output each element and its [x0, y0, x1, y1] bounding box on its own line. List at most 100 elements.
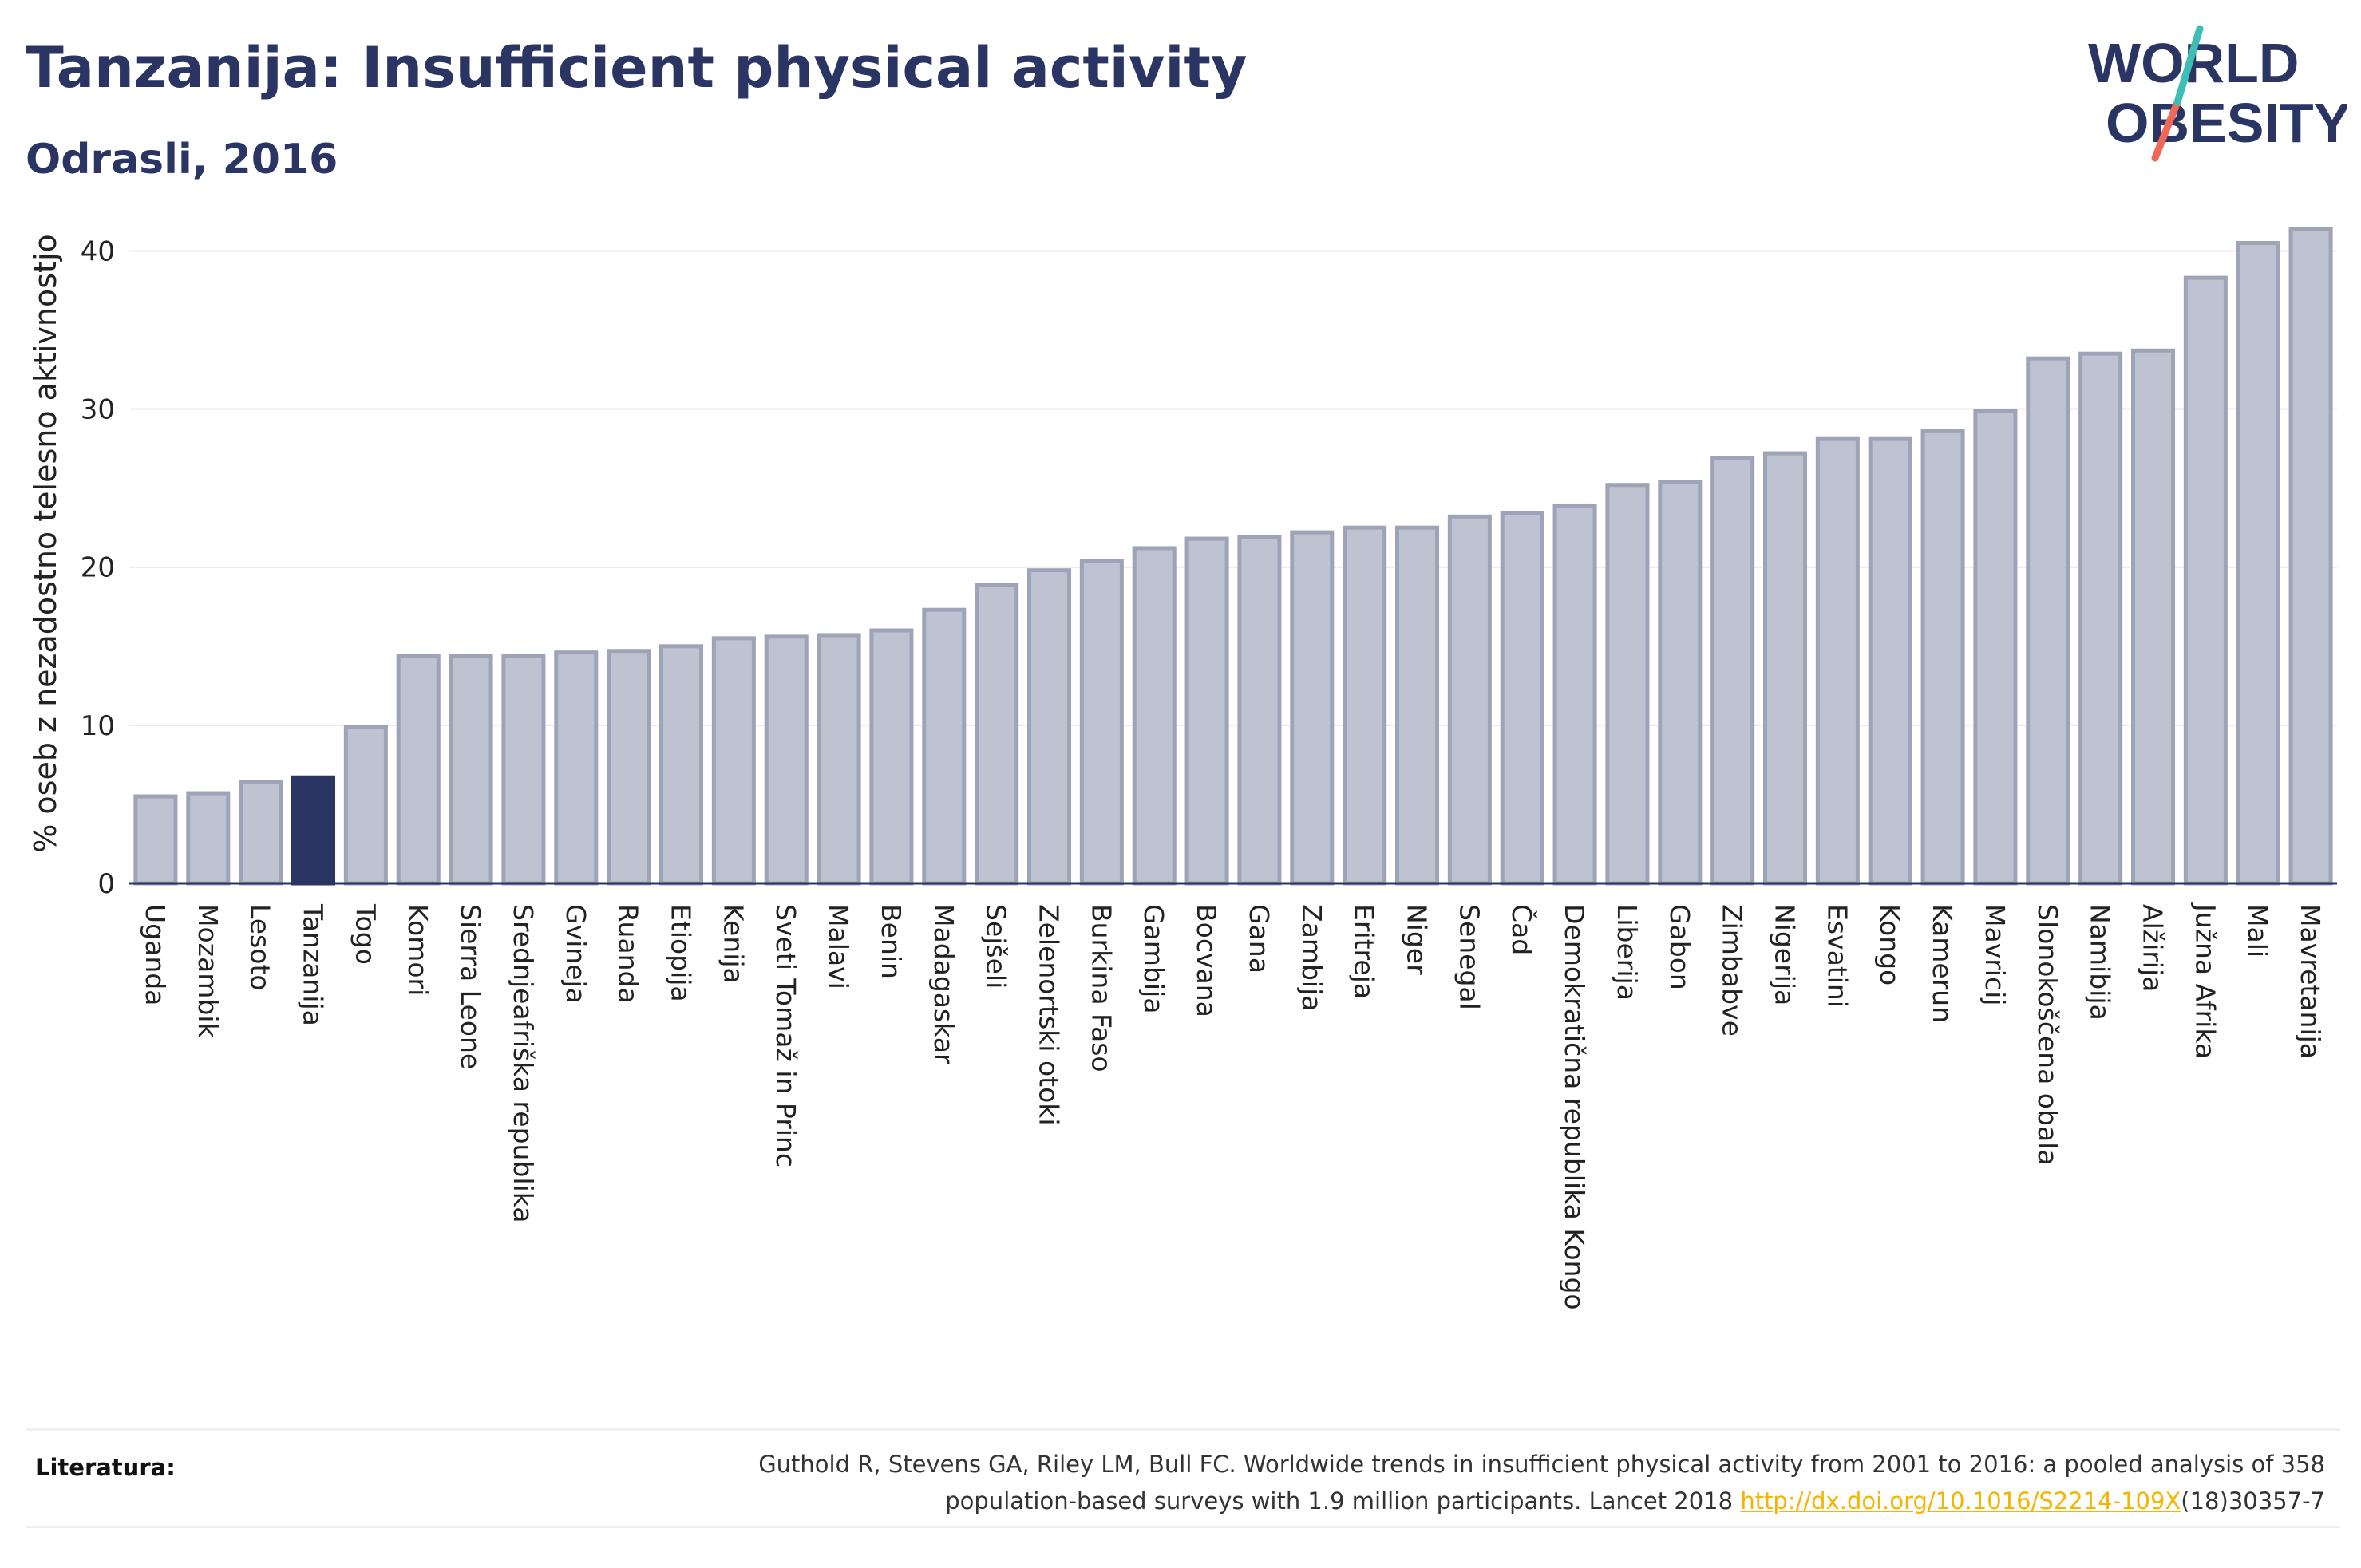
x-tick-label: Kongo	[1874, 904, 1905, 985]
x-axis-labels: Uganda Mozambik Lesoto Tanzanija Togo Komori S…	[140, 902, 2326, 1310]
bar-chart: 0 10 20 30 40 Uganda Mozambik Lesoto Tanzanija T…	[28, 227, 2337, 1310]
x-tick-label: Etiopija	[666, 904, 697, 1002]
y-tick-label: 20	[81, 552, 115, 584]
bar-10	[658, 644, 704, 886]
x-tick-label: Gambija	[1138, 904, 1169, 1013]
x-tick-label: Gvineja	[560, 904, 591, 1004]
x-tick-label: Benin	[876, 904, 907, 979]
y-tick-label: 40	[81, 235, 115, 267]
x-tick-label: Gabon	[1664, 904, 1695, 990]
x-tick-label: Zimbabve	[1717, 904, 1748, 1037]
bar-22	[1290, 530, 1335, 886]
x-tick-label: Namibija	[2085, 904, 2116, 1021]
bar-12	[764, 634, 809, 886]
x-tick-label: Mali	[2242, 904, 2273, 958]
bar-5	[396, 654, 441, 886]
x-tick-label: Lesoto	[245, 904, 276, 991]
citation: Guthold R, Stevens GA, Riley LM, Bull FC…	[489, 1446, 2325, 1519]
x-tick-label: Čad	[1506, 904, 1538, 955]
y-tick-label: 10	[81, 710, 115, 742]
bar-40	[2236, 241, 2280, 886]
footer-divider-bottom	[26, 1526, 2340, 1528]
bar-30	[1710, 456, 1755, 886]
x-tick-label: Mavricij	[1979, 904, 2011, 1005]
chart-subtitle: Odrasli, 2016	[26, 136, 338, 184]
bar-17	[1026, 568, 1072, 886]
x-tick-label: Demokratična republika Kongo	[1559, 904, 1590, 1310]
bar-41	[2288, 227, 2333, 886]
bar-34	[1920, 429, 1965, 886]
bar-28	[1605, 483, 1650, 886]
bars	[133, 227, 2333, 886]
x-tick-label: Malavi	[823, 904, 854, 989]
x-tick-label: Alžirija	[2138, 904, 2169, 992]
logo-line2: OBESITY	[2106, 92, 2347, 154]
bar-37	[2078, 351, 2123, 886]
bar-25	[1447, 514, 1492, 886]
x-tick-label: Tanzanija	[298, 903, 329, 1026]
bar-6	[449, 654, 493, 886]
citation-link[interactable]: http://dx.doi.org/10.1016/S2214-109X	[1740, 1487, 2181, 1515]
bar-29	[1658, 480, 1703, 886]
y-tick-label: 0	[97, 868, 115, 900]
x-tick-label: Uganda	[140, 904, 171, 1005]
x-tick-label: Ruanda	[613, 904, 644, 1004]
world-obesity-logo: WORLD OBESITY	[2088, 25, 2347, 162]
bar-33	[1868, 436, 1912, 886]
x-tick-label: Sveti Tomaž in Princ	[770, 904, 801, 1167]
x-tick-label: Kamerun	[1927, 904, 1958, 1023]
bar-38	[2130, 348, 2176, 886]
bar-0	[133, 794, 178, 886]
references-label: Literatura:	[35, 1454, 176, 1481]
bar-24	[1394, 525, 1440, 886]
gridlines	[129, 250, 2337, 726]
footer-divider-top	[26, 1428, 2340, 1431]
bar-8	[554, 650, 599, 886]
x-tick-label: Eritreja	[1349, 904, 1380, 999]
citation-suffix: (18)30357-7	[2181, 1487, 2325, 1515]
bar-9	[607, 649, 651, 886]
y-axis-ticks: 0 10 20 30 40	[81, 235, 115, 900]
logo-slash-coral	[2151, 98, 2181, 162]
x-tick-label: Gana	[1244, 904, 1275, 974]
bar-23	[1343, 525, 1387, 886]
bar-4	[343, 725, 388, 886]
x-tick-label: Zambija	[1296, 904, 1327, 1011]
x-tick-label: Komori	[402, 904, 433, 996]
x-tick-label: Senegal	[1453, 904, 1485, 1010]
x-tick-label: Sejšeli	[981, 904, 1012, 989]
bar-18	[1079, 559, 1124, 886]
bar-15	[922, 607, 967, 886]
bar-35	[1973, 409, 2018, 886]
x-tick-label: Burkina Faso	[1086, 904, 1117, 1072]
bar-36	[2026, 356, 2070, 886]
bar-32	[1815, 436, 1860, 886]
logo-slash-teal	[2173, 25, 2204, 106]
bar-20	[1184, 536, 1229, 886]
x-tick-label: Togo	[350, 903, 381, 965]
y-axis-label: % oseb z nezadostno telesno aktivnostjo	[28, 234, 63, 853]
bar-11	[711, 636, 756, 886]
x-tick-label: Nigerija	[1770, 904, 1801, 1005]
x-tick-label: Zelenortski otoki	[1034, 904, 1065, 1126]
bar-13	[817, 633, 861, 886]
x-tick-label: Južna Afrika	[2189, 902, 2221, 1059]
citation-line1: Guthold R, Stevens GA, Riley LM, Bull FC…	[758, 1451, 2325, 1478]
bar-14	[869, 628, 914, 886]
citation-line2: population-based surveys with 1.9 millio…	[945, 1487, 1741, 1515]
bar-7	[501, 654, 546, 886]
x-tick-label: Kenija	[718, 904, 749, 984]
bar-21	[1237, 535, 1282, 886]
bar-26	[1500, 511, 1544, 886]
x-tick-label: Madagaskar	[928, 904, 959, 1064]
x-tick-label: Bocvana	[1191, 904, 1222, 1017]
x-tick-label: Mozambik	[192, 904, 223, 1038]
x-tick-label: Niger	[1402, 904, 1433, 975]
bar-39	[2183, 275, 2228, 886]
bar-16	[975, 583, 1019, 886]
x-tick-label: Sierra Leone	[455, 904, 486, 1069]
bar-19	[1132, 546, 1177, 886]
x-tick-label: Liberija	[1612, 904, 1643, 1001]
x-tick-label: Slonokoščena obala	[2032, 904, 2063, 1166]
bar-3	[291, 775, 336, 886]
